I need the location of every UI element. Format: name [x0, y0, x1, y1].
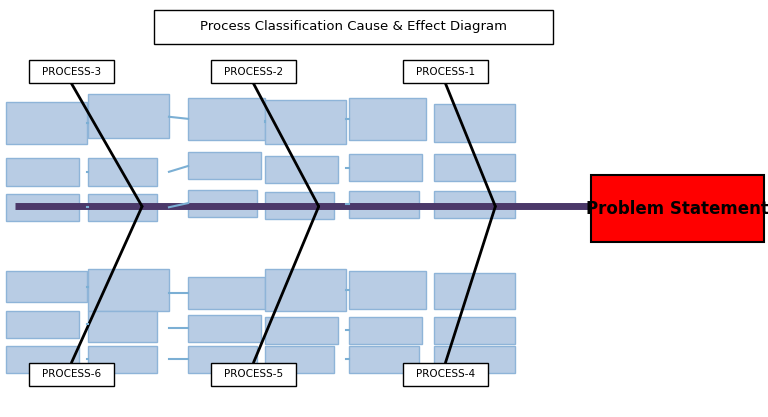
Text: Process Classification Cause & Effect Diagram: Process Classification Cause & Effect Di… — [200, 20, 507, 33]
Bar — [6, 102, 87, 144]
Text: PROCESS-5: PROCESS-5 — [224, 369, 283, 379]
Bar — [88, 311, 157, 342]
Bar — [6, 158, 79, 186]
Bar — [349, 271, 426, 309]
Bar — [265, 269, 346, 311]
Bar — [29, 60, 114, 83]
Bar — [434, 317, 515, 344]
Bar — [349, 317, 422, 344]
Bar — [88, 94, 169, 138]
Bar — [188, 346, 257, 373]
Bar — [6, 346, 79, 373]
Bar — [434, 154, 515, 181]
Bar — [188, 98, 265, 140]
Bar — [188, 277, 265, 309]
Bar — [6, 194, 79, 221]
Bar — [88, 269, 169, 311]
Bar — [349, 154, 422, 181]
Text: PROCESS-6: PROCESS-6 — [42, 369, 101, 379]
Bar — [434, 104, 515, 142]
Bar — [434, 346, 515, 373]
Bar — [349, 346, 419, 373]
Bar — [349, 98, 426, 140]
Bar — [265, 100, 346, 144]
Bar — [88, 346, 157, 373]
Bar — [6, 311, 79, 338]
Bar — [211, 60, 296, 83]
Bar — [265, 346, 334, 373]
Bar — [265, 192, 334, 219]
Text: PROCESS-4: PROCESS-4 — [416, 369, 475, 379]
Bar — [29, 363, 114, 386]
Bar — [265, 156, 338, 183]
Bar — [591, 175, 764, 242]
Bar — [88, 194, 157, 221]
Bar — [188, 315, 261, 342]
Text: PROCESS-2: PROCESS-2 — [224, 67, 283, 77]
Text: PROCESS-1: PROCESS-1 — [416, 67, 475, 77]
Bar — [6, 271, 87, 302]
Bar — [154, 10, 553, 44]
Bar — [403, 363, 488, 386]
Bar — [188, 152, 261, 179]
Bar — [265, 317, 338, 344]
Bar — [434, 273, 515, 309]
Bar — [188, 190, 257, 217]
Text: PROCESS-3: PROCESS-3 — [42, 67, 101, 77]
Bar — [434, 191, 515, 218]
Bar — [403, 60, 488, 83]
Bar — [349, 191, 419, 218]
Bar — [211, 363, 296, 386]
Bar — [88, 158, 157, 186]
Text: Problem Statement: Problem Statement — [586, 199, 768, 218]
